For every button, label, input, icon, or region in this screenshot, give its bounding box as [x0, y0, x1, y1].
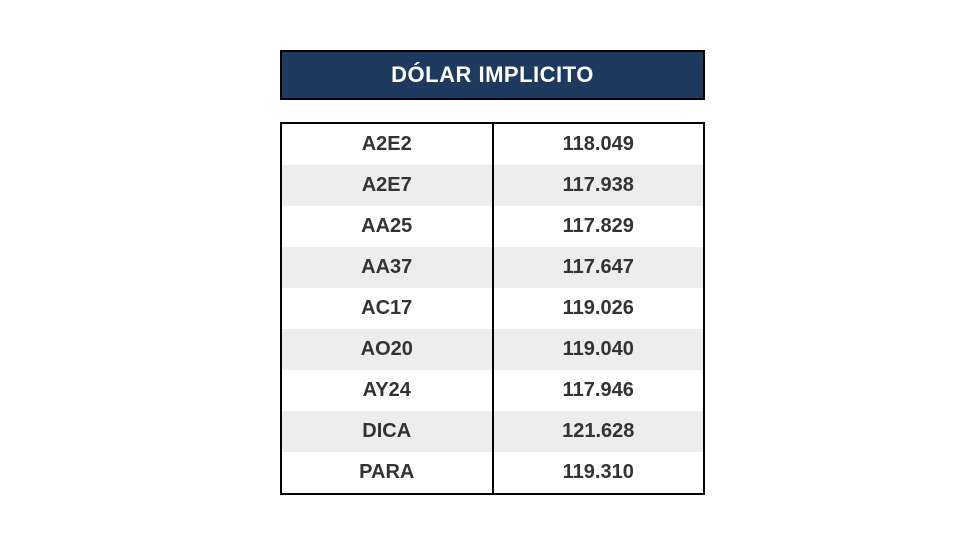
- table-row: AA25 117.829: [281, 206, 704, 247]
- value-cell: 119.310: [493, 452, 705, 494]
- ticker-cell: A2E2: [281, 123, 493, 165]
- table-row: A2E2 118.049: [281, 123, 704, 165]
- ticker-cell: PARA: [281, 452, 493, 494]
- title-bar: DÓLAR IMPLICITO: [280, 50, 705, 100]
- value-cell: 119.040: [493, 329, 705, 370]
- ticker-cell: AA25: [281, 206, 493, 247]
- ticker-cell: AA37: [281, 247, 493, 288]
- ticker-cell: AO20: [281, 329, 493, 370]
- value-cell: 119.026: [493, 288, 705, 329]
- table-row: A2E7 117.938: [281, 165, 704, 206]
- table-row: DICA 121.628: [281, 411, 704, 452]
- table-row: AC17 119.026: [281, 288, 704, 329]
- value-cell: 117.647: [493, 247, 705, 288]
- dolar-implicito-table: A2E2 118.049 A2E7 117.938 AA25 117.829 A…: [280, 122, 705, 495]
- spacer: [280, 100, 980, 122]
- table-row: AY24 117.946: [281, 370, 704, 411]
- table-row: AO20 119.040: [281, 329, 704, 370]
- value-cell: 118.049: [493, 123, 705, 165]
- ticker-cell: A2E7: [281, 165, 493, 206]
- ticker-cell: DICA: [281, 411, 493, 452]
- table-row: PARA 119.310: [281, 452, 704, 494]
- value-cell: 117.938: [493, 165, 705, 206]
- value-cell: 121.628: [493, 411, 705, 452]
- value-cell: 117.829: [493, 206, 705, 247]
- value-cell: 117.946: [493, 370, 705, 411]
- ticker-cell: AY24: [281, 370, 493, 411]
- ticker-cell: AC17: [281, 288, 493, 329]
- table-row: AA37 117.647: [281, 247, 704, 288]
